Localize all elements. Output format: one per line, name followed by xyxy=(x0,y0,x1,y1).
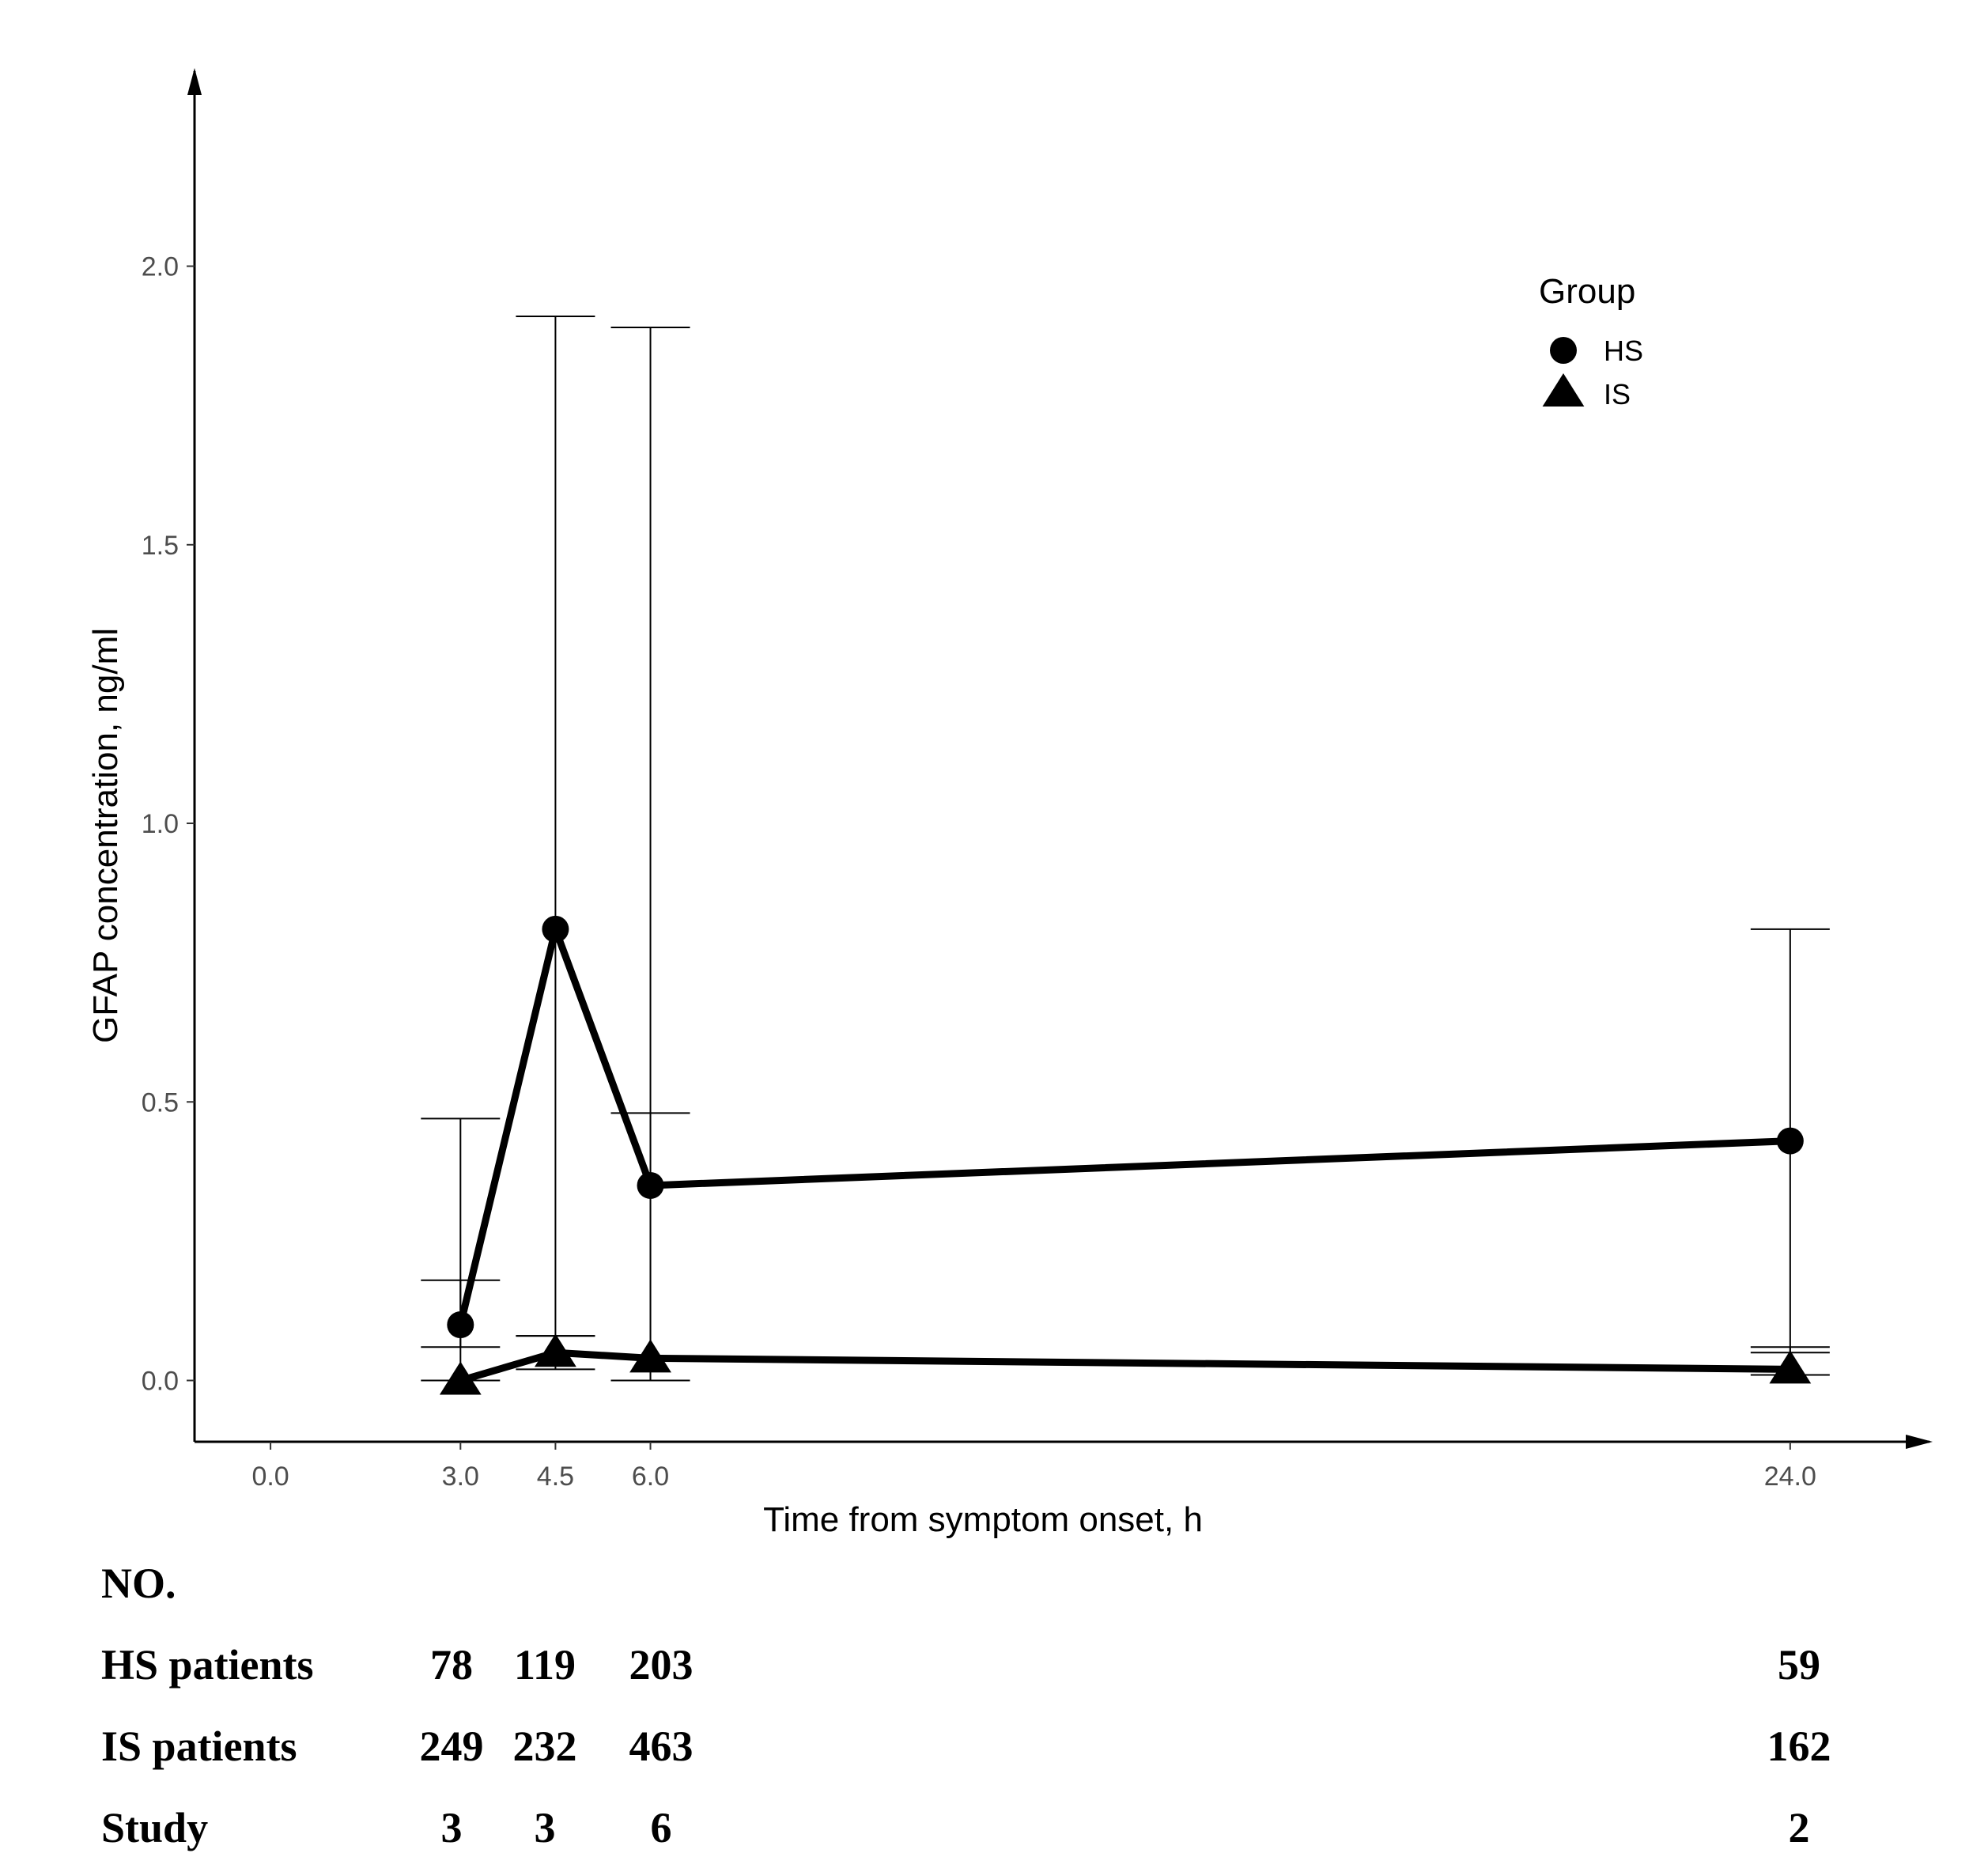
table-cell: 232 xyxy=(512,1723,577,1770)
table-cell: 6 xyxy=(650,1804,672,1851)
x-tick-label: 3.0 xyxy=(442,1462,479,1492)
legend-label-is: IS xyxy=(1604,378,1631,410)
table-cell: 203 xyxy=(629,1641,694,1689)
y-tick-label: 1.0 xyxy=(142,809,179,839)
point-is xyxy=(535,1333,576,1367)
point-hs xyxy=(637,1171,664,1199)
table-cell: 119 xyxy=(513,1641,576,1689)
x-tick-label: 4.5 xyxy=(537,1462,574,1492)
x-tick-label: 24.0 xyxy=(1764,1462,1816,1492)
table-cell: 3 xyxy=(440,1804,463,1851)
x-axis-title: Time from symptom onset, h xyxy=(763,1500,1203,1539)
y-tick-label: 0.5 xyxy=(142,1087,179,1118)
point-hs xyxy=(447,1311,474,1339)
legend-circle-icon xyxy=(1550,337,1577,364)
table-row-label: Study xyxy=(101,1804,209,1851)
x-tick-label: 6.0 xyxy=(632,1462,669,1492)
table-header: NO. xyxy=(101,1560,176,1607)
y-axis-title: GFAP concentration, ng/ml xyxy=(86,628,125,1043)
table-cell: 59 xyxy=(1778,1641,1820,1689)
legend-triangle-icon xyxy=(1542,373,1585,407)
table-cell: 3 xyxy=(534,1804,556,1851)
point-is xyxy=(439,1361,482,1395)
table-cell: 463 xyxy=(629,1723,694,1770)
table-row-label: HS patients xyxy=(101,1641,314,1689)
table-cell: 2 xyxy=(1788,1804,1810,1851)
series-markers xyxy=(439,915,1812,1395)
legend-title: Group xyxy=(1539,272,1635,311)
point-is xyxy=(629,1339,671,1373)
point-is xyxy=(1769,1350,1812,1384)
y-tick-label: 1.5 xyxy=(142,531,179,561)
table-cell: 162 xyxy=(1767,1723,1831,1770)
axes: 0.0 3.0 4.5 6.0 24.0 0.0 0.5 1.0 1.5 2.0 Time from… xyxy=(86,68,1933,1539)
legend-label-hs: HS xyxy=(1604,335,1643,367)
series-lines xyxy=(456,925,1791,1384)
y-axis-arrow-icon xyxy=(187,68,202,95)
point-hs xyxy=(1776,1127,1804,1155)
point-hs xyxy=(542,915,569,943)
x-tick-label: 0.0 xyxy=(251,1462,289,1492)
table-cell: 78 xyxy=(430,1641,473,1689)
series-line-hs xyxy=(456,925,1791,1326)
error-bars xyxy=(421,315,1830,1382)
y-tick-label: 2.0 xyxy=(142,252,179,282)
y-tick-label: 0.0 xyxy=(142,1367,179,1397)
x-axis-arrow-icon xyxy=(1906,1435,1933,1449)
legend: Group HS IS xyxy=(1539,272,1643,410)
table-cell: 249 xyxy=(419,1723,484,1770)
table-row-label: IS patients xyxy=(101,1723,297,1770)
series-line-is xyxy=(459,1348,1790,1384)
